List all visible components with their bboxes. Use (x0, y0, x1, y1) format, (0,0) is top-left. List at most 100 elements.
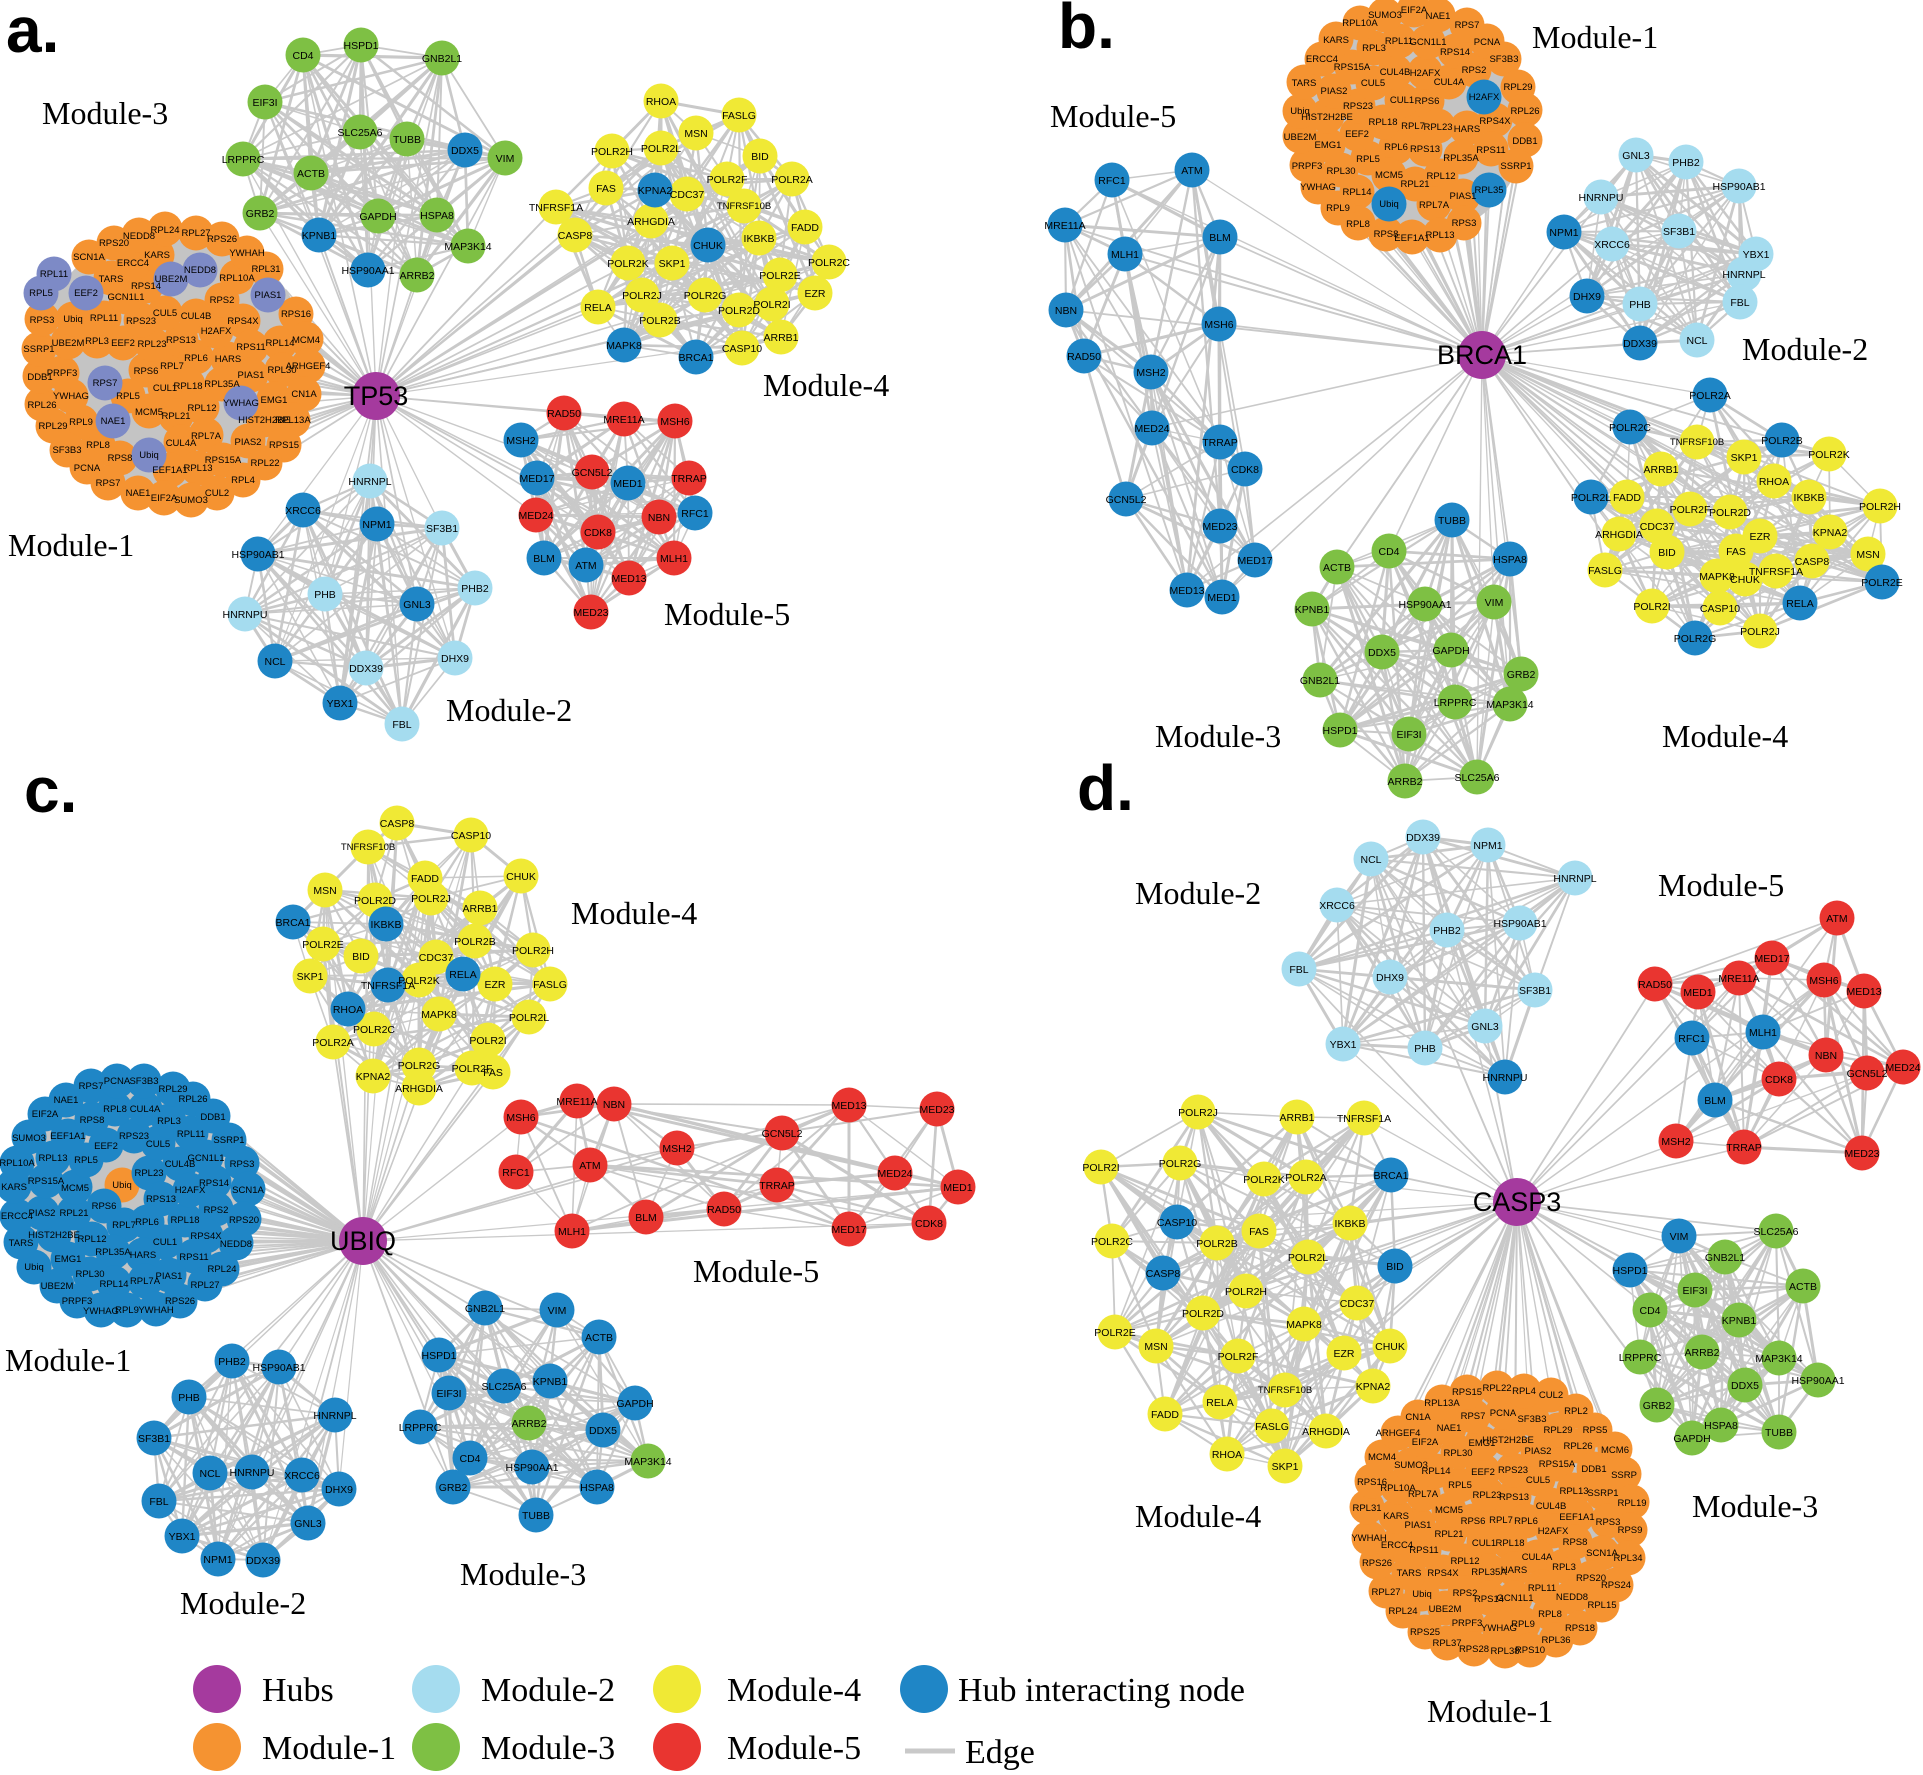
svg-text:NPM1: NPM1 (1473, 840, 1502, 852)
svg-text:RPL10A: RPL10A (219, 273, 255, 284)
svg-text:MSH2: MSH2 (506, 435, 535, 447)
svg-text:SF3B1: SF3B1 (426, 523, 458, 535)
svg-text:SSRP1: SSRP1 (1500, 161, 1531, 172)
svg-text:ARRB1: ARRB1 (1643, 464, 1678, 476)
svg-text:MAP3K14: MAP3K14 (1755, 1353, 1802, 1365)
svg-text:POLR2A: POLR2A (312, 1037, 353, 1049)
svg-text:PIAS2: PIAS2 (1321, 86, 1348, 97)
svg-text:SUMO3: SUMO3 (174, 495, 208, 506)
svg-text:HSP90AB1: HSP90AB1 (1712, 181, 1765, 193)
svg-text:RPS7: RPS7 (1455, 20, 1480, 31)
svg-text:SUMO3: SUMO3 (12, 1133, 46, 1144)
svg-text:POLR2J: POLR2J (1740, 626, 1780, 638)
svg-text:PIAS1: PIAS1 (255, 290, 282, 301)
svg-text:POLR2B: POLR2B (1196, 1238, 1237, 1250)
svg-text:PIAS2: PIAS2 (29, 1208, 56, 1219)
svg-text:RPS8: RPS8 (1374, 229, 1399, 240)
svg-text:GNL3: GNL3 (1622, 150, 1650, 162)
svg-text:GAPDH: GAPDH (616, 1398, 653, 1410)
svg-text:TNFRSF10B: TNFRSF10B (1670, 437, 1724, 448)
svg-text:POLR2C: POLR2C (353, 1024, 395, 1036)
svg-text:RPL31: RPL31 (251, 264, 280, 275)
svg-text:TARS: TARS (99, 274, 124, 285)
svg-text:XRCC6: XRCC6 (1319, 900, 1355, 912)
svg-text:RPL14: RPL14 (1342, 187, 1371, 198)
svg-text:POLR2G: POLR2G (398, 1060, 441, 1072)
svg-text:HSPA8: HSPA8 (1704, 1420, 1738, 1432)
svg-text:RPL27: RPL27 (190, 1280, 219, 1291)
svg-text:RPL14: RPL14 (99, 1279, 128, 1290)
svg-text:CUL4B: CUL4B (181, 311, 212, 322)
svg-text:TNFRSF1A: TNFRSF1A (1749, 566, 1803, 578)
svg-text:NAE1: NAE1 (54, 1095, 79, 1106)
svg-text:TRRAP: TRRAP (1726, 1142, 1762, 1154)
svg-text:POLR2F: POLR2F (1670, 504, 1711, 516)
svg-text:DDX5: DDX5 (1731, 1380, 1759, 1392)
svg-text:YWHAG: YWHAG (83, 1306, 119, 1317)
svg-text:CUL5: CUL5 (153, 308, 177, 319)
svg-text:TUBB: TUBB (1765, 1427, 1793, 1439)
svg-text:PRPF3: PRPF3 (1292, 161, 1323, 172)
svg-text:MRE11A: MRE11A (556, 1096, 597, 1108)
svg-text:MAPK8: MAPK8 (606, 340, 642, 352)
svg-text:HSP90AA1: HSP90AA1 (1791, 1375, 1844, 1387)
svg-text:CUL4B: CUL4B (1536, 1501, 1567, 1512)
svg-text:RPS14: RPS14 (1440, 47, 1470, 58)
svg-text:POLR2I: POLR2I (753, 299, 790, 311)
svg-text:GNL3: GNL3 (294, 1518, 322, 1530)
svg-text:RPL18: RPL18 (170, 1215, 199, 1226)
svg-text:MAP3K14: MAP3K14 (624, 1456, 671, 1468)
svg-text:RAD50: RAD50 (1067, 351, 1101, 363)
svg-text:HNRNPL: HNRNPL (1553, 873, 1596, 885)
svg-text:Module-1: Module-1 (262, 1730, 396, 1767)
svg-text:UBE2M: UBE2M (41, 1281, 74, 1292)
svg-text:EZR: EZR (1750, 531, 1771, 543)
svg-text:CUL5: CUL5 (1361, 78, 1385, 89)
svg-text:PHB: PHB (1629, 299, 1651, 311)
svg-text:EIF3I: EIF3I (252, 97, 277, 109)
svg-text:RELA: RELA (449, 969, 476, 981)
svg-text:RHOA: RHOA (333, 1004, 363, 1016)
svg-text:RPS15A: RPS15A (205, 455, 242, 466)
svg-text:NBN: NBN (1815, 1050, 1837, 1062)
svg-text:Module-2: Module-2 (180, 1585, 306, 1621)
svg-text:RELA: RELA (1206, 1397, 1233, 1409)
svg-text:Module-4: Module-4 (1662, 718, 1788, 754)
svg-text:PCNA: PCNA (104, 1076, 131, 1087)
svg-text:POLR2J: POLR2J (411, 893, 451, 905)
svg-text:MLH1: MLH1 (1749, 1027, 1777, 1039)
svg-text:CUL1: CUL1 (153, 383, 177, 394)
svg-text:GCN5L2: GCN5L2 (1847, 1068, 1888, 1080)
svg-text:KPNA2: KPNA2 (356, 1071, 391, 1083)
svg-text:RPL4: RPL4 (231, 475, 255, 486)
svg-text:HNRNPU: HNRNPU (1579, 192, 1624, 204)
svg-text:HARS: HARS (1501, 1565, 1527, 1576)
svg-text:RPL23: RPL23 (137, 339, 166, 350)
svg-text:MED1: MED1 (1683, 987, 1712, 999)
svg-text:Module-4: Module-4 (1135, 1498, 1261, 1534)
svg-text:FAS: FAS (1726, 546, 1746, 558)
svg-text:RPL4: RPL4 (1512, 1386, 1536, 1397)
svg-text:RPL12: RPL12 (77, 1234, 106, 1245)
svg-text:HIST2H2BE: HIST2H2BE (238, 415, 290, 426)
svg-text:HSPA8: HSPA8 (580, 1482, 614, 1494)
svg-text:ARHGEF4: ARHGEF4 (286, 361, 331, 372)
svg-text:RPL12: RPL12 (187, 403, 216, 414)
svg-text:KARS: KARS (1383, 1511, 1409, 1522)
svg-text:RPL7A: RPL7A (191, 431, 222, 442)
svg-text:MED23: MED23 (1202, 521, 1237, 533)
svg-text:FBL: FBL (1730, 297, 1749, 309)
svg-text:RPS4X: RPS4X (227, 316, 259, 327)
svg-text:RPL30: RPL30 (267, 365, 296, 376)
svg-text:NAE1: NAE1 (126, 488, 151, 499)
svg-text:FASLG: FASLG (722, 110, 756, 122)
svg-text:RPL7A: RPL7A (1408, 1489, 1439, 1500)
svg-text:EIF2A: EIF2A (1401, 5, 1428, 16)
svg-text:DDB1: DDB1 (27, 372, 52, 383)
svg-text:XRCC6: XRCC6 (285, 505, 321, 517)
svg-text:EZR: EZR (1334, 1348, 1355, 1360)
svg-text:DDX39: DDX39 (349, 663, 383, 675)
svg-text:FASLG: FASLG (533, 979, 567, 991)
svg-text:RPL7: RPL7 (160, 361, 184, 372)
svg-text:CASP8: CASP8 (558, 230, 593, 242)
